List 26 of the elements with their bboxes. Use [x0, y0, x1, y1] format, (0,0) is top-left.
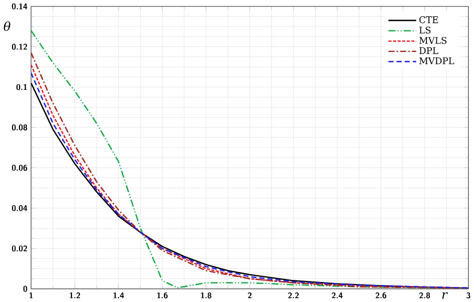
legend-label: DPL — [419, 47, 438, 54]
x-tick-label: 2.4 — [332, 292, 343, 298]
x-tick-label: 2 — [248, 292, 252, 298]
x-tick-label: 2.6 — [376, 292, 386, 298]
y-tick-label: 0.06 — [12, 164, 28, 171]
y-tick-label: 0 — [23, 286, 28, 292]
legend-label: CTE — [419, 16, 438, 24]
x-tick-label: 2.2 — [288, 292, 299, 298]
y-tick-label: 0.14 — [12, 3, 28, 10]
x-tick-label: 1.4 — [113, 292, 124, 298]
legend-label: MVDPL — [419, 57, 454, 64]
x-tick-label: 3 — [466, 292, 470, 298]
legend-label: MVLS — [419, 36, 446, 44]
x-tick-label: 1.2 — [70, 292, 80, 298]
x-tick-label: 2.8 — [419, 292, 430, 298]
y-axis-title: θ — [4, 21, 10, 31]
y-tick-label: 0.12 — [12, 44, 28, 50]
y-tick-label: 0.04 — [12, 204, 28, 211]
y-tick-label: 0.08 — [12, 124, 28, 130]
x-tick-label: 1 — [29, 292, 33, 298]
x-tick-label: 1.8 — [200, 292, 212, 298]
y-tick-label: 0.1 — [16, 84, 27, 90]
legend-label: LS — [419, 26, 431, 34]
x-tick-label: 1.6 — [157, 292, 168, 298]
y-tick-label: 0.02 — [12, 245, 28, 252]
x-axis-title: r — [442, 292, 448, 299]
